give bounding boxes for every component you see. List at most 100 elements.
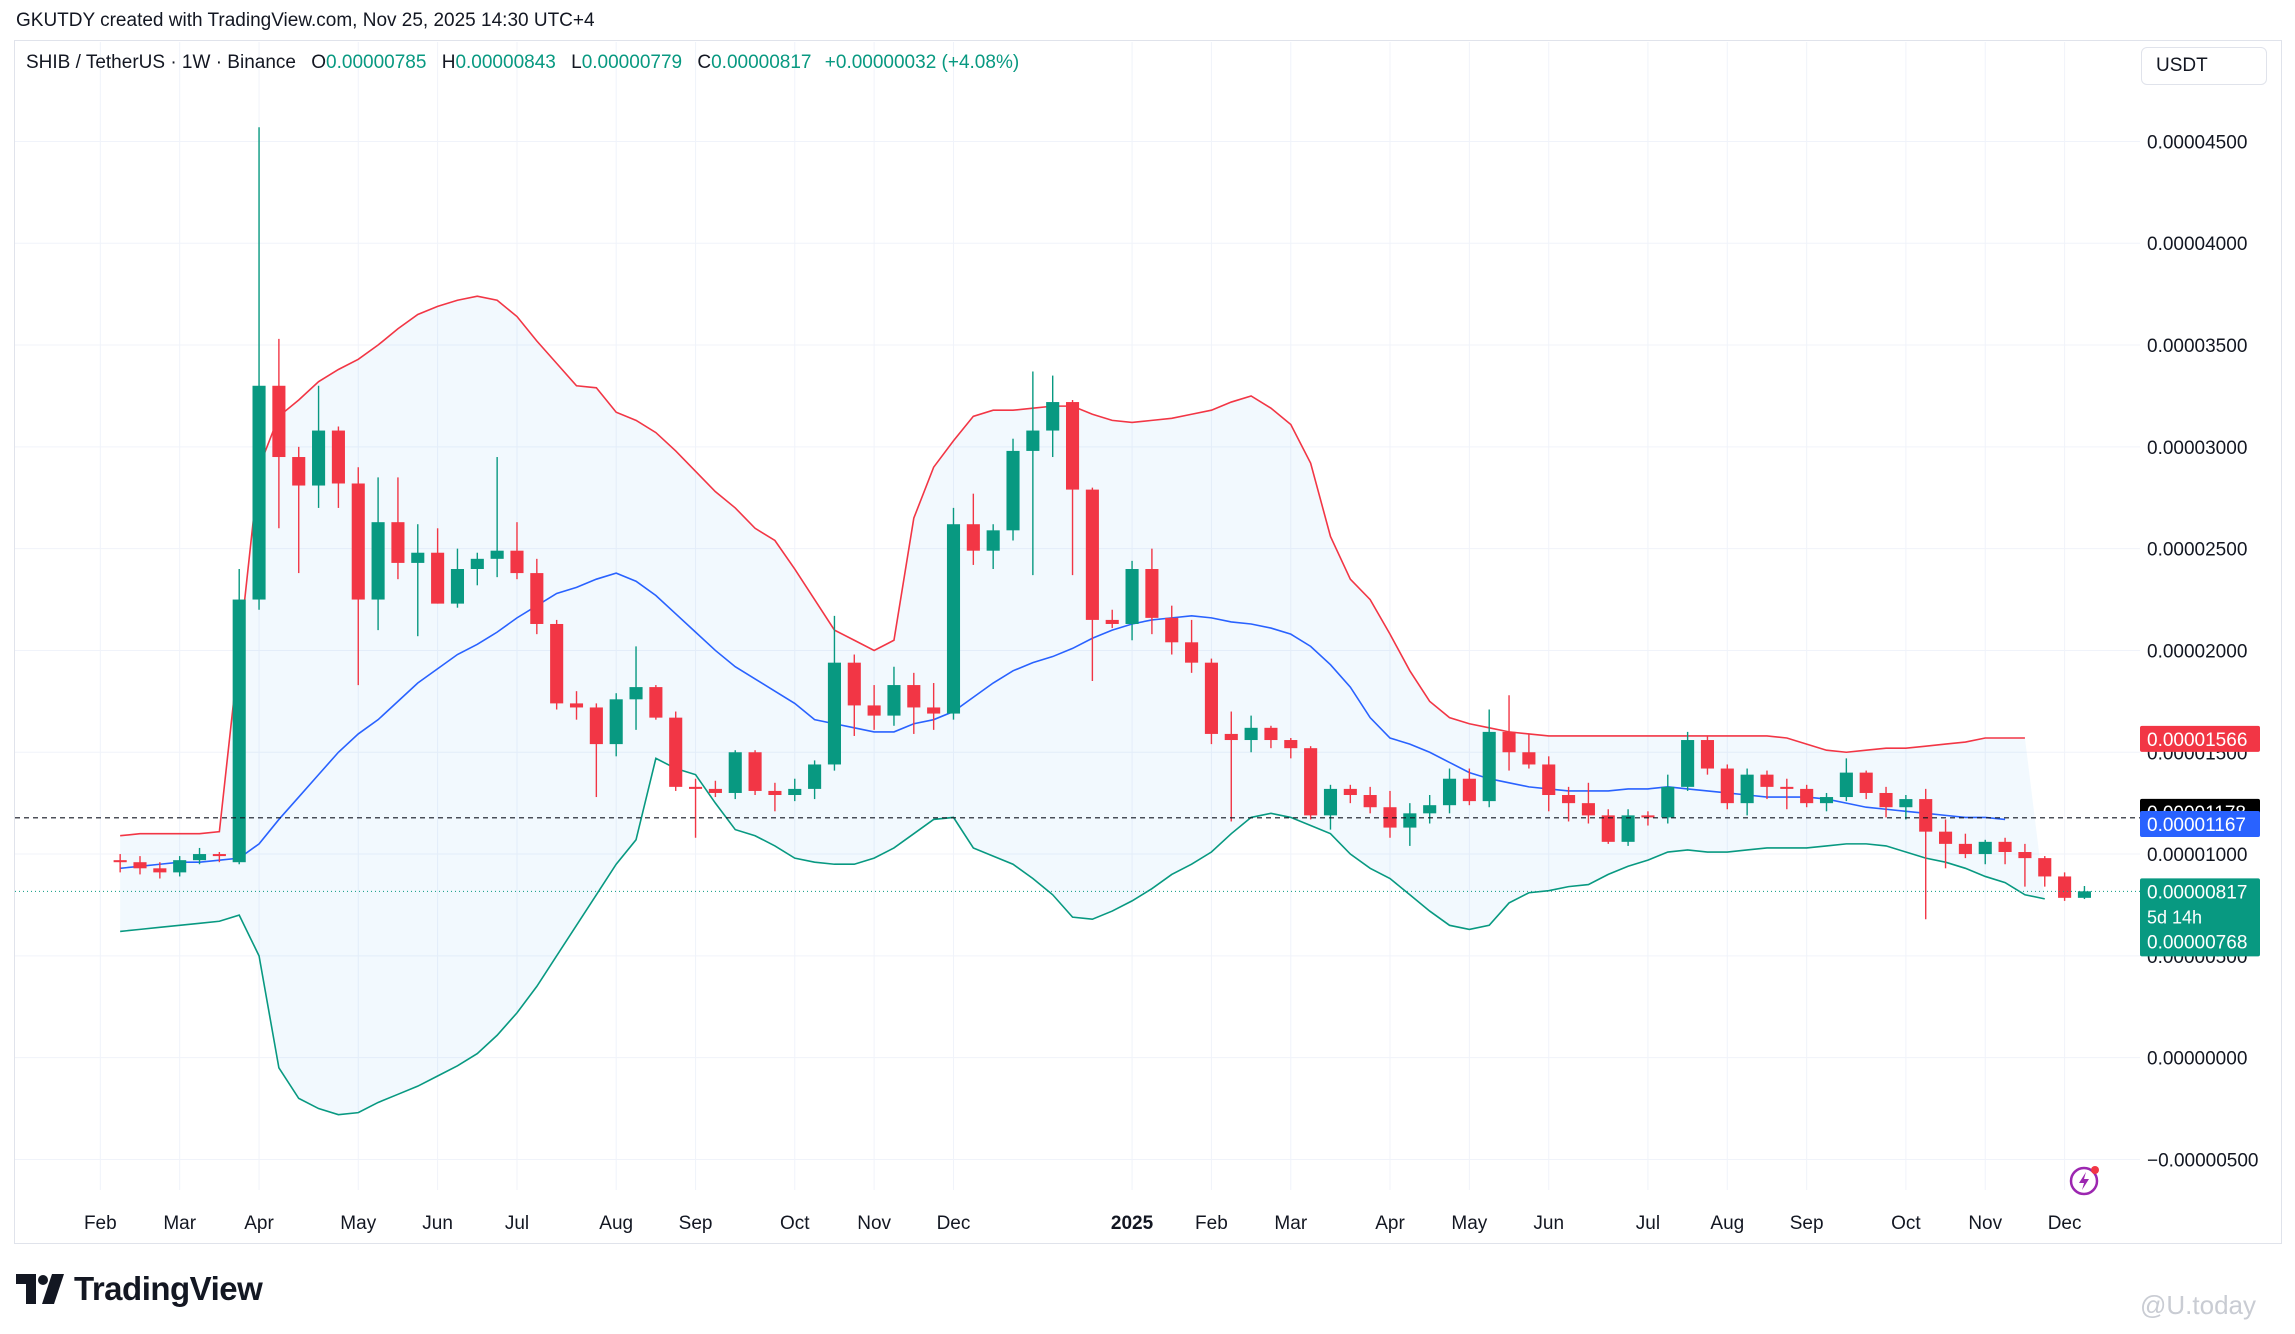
candle-body	[1800, 788, 1814, 804]
candle-body	[550, 623, 564, 704]
x-tick-label: Nov	[1968, 1213, 2002, 1234]
candle-down	[2058, 872, 2072, 901]
candle-down	[1462, 768, 1476, 806]
candle-body	[1046, 402, 1060, 431]
candle-up	[490, 457, 504, 578]
candle-body	[431, 552, 445, 604]
candle-down	[153, 862, 167, 879]
candle-body	[1403, 813, 1417, 828]
candle-up	[312, 385, 326, 508]
candle-body	[1939, 831, 1953, 844]
candle-body	[1383, 807, 1397, 828]
candle-up	[1125, 560, 1139, 641]
x-tick-label: Mar	[163, 1213, 196, 1234]
candle-down	[1522, 733, 1536, 769]
candle-body	[927, 707, 941, 714]
candle-down	[569, 691, 584, 720]
candle-body	[1780, 786, 1794, 789]
x-tick-label: Jun	[422, 1213, 453, 1234]
y-tick-label: 0.00000000	[2147, 1049, 2247, 1070]
x-tick-label: Mar	[1274, 1213, 1307, 1234]
candle-body	[1284, 740, 1298, 749]
x-tick-label: Aug	[1710, 1213, 1744, 1234]
candle-down	[1145, 548, 1159, 635]
candle-up	[827, 615, 841, 771]
candle-body	[1145, 569, 1159, 618]
candle-down	[1165, 605, 1179, 655]
y-tick-label: 0.00004000	[2147, 234, 2247, 255]
candle-body	[292, 457, 306, 486]
candle-body	[768, 790, 782, 796]
candle-body	[510, 550, 524, 574]
candle-body	[173, 860, 187, 873]
candle-up	[1899, 795, 1913, 820]
candle-body	[986, 530, 1000, 551]
x-tick-label: Feb	[1195, 1213, 1228, 1234]
candle-body	[1879, 792, 1893, 808]
candles	[113, 127, 2091, 920]
candle-up	[252, 127, 266, 610]
candle-down	[1780, 778, 1794, 810]
candle-body	[371, 522, 385, 600]
candle-body	[192, 854, 207, 861]
candle-up	[450, 548, 465, 608]
candle-body	[1204, 662, 1218, 734]
candle-body	[470, 558, 484, 570]
candle-up	[2077, 886, 2091, 900]
price-label-text: 0.00000817	[2147, 882, 2247, 903]
x-tick-label: Oct	[780, 1213, 810, 1234]
candle-body	[1065, 402, 1080, 490]
y-tick-label: 0.00004500	[2147, 132, 2247, 153]
candle-body	[1839, 772, 1853, 798]
candle-down	[550, 619, 564, 710]
candle-down	[768, 782, 782, 812]
candle-body	[232, 599, 246, 863]
candle-body	[1006, 450, 1020, 531]
candle-up	[986, 524, 1000, 570]
candle-body	[689, 786, 703, 789]
symbol-label[interactable]: SHIB / TetherUS · 1W · Binance	[26, 52, 296, 73]
high-label: H	[441, 52, 456, 73]
x-tick-label: Feb	[84, 1213, 117, 1234]
candle-down	[1105, 609, 1119, 629]
bollinger-lower-band	[120, 757, 2045, 1116]
candle-body	[1363, 795, 1377, 808]
x-axis: Feb Mar Apr May Jun Jul Aug Sep Oct Nov Dec 2025 Feb…	[84, 1213, 2082, 1234]
candle-body	[1919, 799, 1933, 832]
candle-down	[133, 856, 147, 875]
candle-body	[391, 522, 405, 563]
candle-body	[708, 788, 722, 793]
close-value: 0.00000817	[711, 52, 812, 73]
ohlc-legend: SHIB / TetherUS · 1W · Binance O0.000007…	[26, 52, 1019, 74]
chart-attribution: GKUTDY created with TradingView.com, Nov…	[16, 10, 595, 31]
candle-down	[113, 854, 127, 873]
candle-down	[1264, 725, 1278, 749]
candle-body	[1720, 768, 1734, 804]
candle-up	[946, 507, 961, 720]
candle-body	[1264, 727, 1278, 741]
currency-selector[interactable]: USDT	[2141, 47, 2267, 85]
candle-body	[649, 687, 663, 718]
candle-body	[2038, 858, 2052, 877]
candle-body	[1244, 727, 1258, 741]
candle-body	[450, 569, 465, 604]
candle-body	[1581, 803, 1595, 816]
x-tick-label: Sep	[679, 1213, 713, 1234]
candle-body	[331, 430, 345, 484]
price-label-bg	[2140, 725, 2260, 752]
candle-body	[1165, 617, 1179, 643]
candle-down	[1720, 764, 1734, 810]
candle-body	[351, 483, 365, 600]
candle-body	[867, 705, 881, 716]
price-label-bg	[2140, 811, 2260, 838]
candle-body	[1304, 748, 1318, 816]
candle-up	[1819, 792, 1834, 812]
lightning-icon[interactable]	[2066, 1163, 2102, 1199]
candle-body	[2018, 852, 2032, 859]
candle-body	[669, 717, 683, 787]
candle-down	[1065, 400, 1080, 576]
high-value: 0.00000843	[455, 52, 556, 73]
tradingview-logo[interactable]: TradingView	[16, 1270, 263, 1308]
candle-body	[609, 699, 623, 745]
